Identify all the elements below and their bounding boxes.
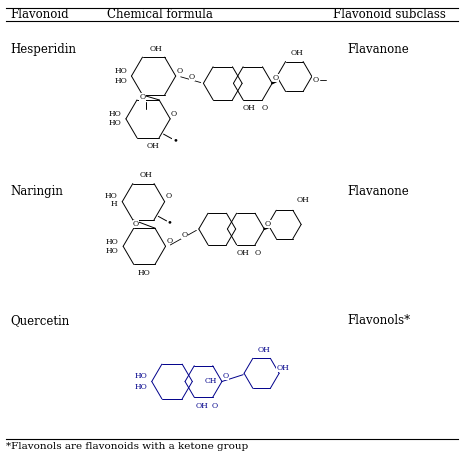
Text: O: O bbox=[133, 220, 139, 228]
Text: O: O bbox=[165, 192, 172, 200]
Text: OH: OH bbox=[237, 249, 249, 257]
Text: HO: HO bbox=[109, 110, 121, 118]
Text: OH: OH bbox=[195, 402, 208, 409]
Text: Quercetin: Quercetin bbox=[10, 315, 70, 327]
Text: O: O bbox=[265, 219, 271, 228]
Text: *Flavonols are flavonoids with a ketone group: *Flavonols are flavonoids with a ketone … bbox=[6, 442, 248, 451]
Text: HO: HO bbox=[106, 247, 118, 255]
Text: OH: OH bbox=[243, 104, 255, 112]
Text: O: O bbox=[176, 67, 182, 76]
Text: •: • bbox=[172, 136, 178, 146]
Text: O: O bbox=[312, 76, 319, 84]
Text: HO: HO bbox=[109, 120, 121, 127]
Text: OH: OH bbox=[139, 171, 152, 179]
Text: Hesperidin: Hesperidin bbox=[10, 43, 77, 56]
Text: HO: HO bbox=[135, 383, 147, 391]
Text: Naringin: Naringin bbox=[10, 185, 64, 198]
Text: O: O bbox=[254, 249, 260, 257]
Text: CH: CH bbox=[205, 376, 217, 385]
Text: O: O bbox=[223, 372, 228, 380]
Text: O: O bbox=[189, 73, 195, 82]
Text: O: O bbox=[166, 237, 173, 245]
Text: O: O bbox=[261, 104, 267, 112]
Text: Flavonoid: Flavonoid bbox=[10, 8, 69, 21]
Text: HO: HO bbox=[135, 372, 147, 380]
Text: OH: OH bbox=[297, 196, 310, 204]
Text: OH: OH bbox=[276, 364, 289, 372]
Text: Flavonols*: Flavonols* bbox=[347, 315, 410, 327]
Text: O: O bbox=[171, 110, 177, 118]
Text: OH: OH bbox=[257, 346, 270, 354]
Text: HO: HO bbox=[106, 238, 118, 246]
Text: •: • bbox=[167, 218, 173, 228]
Text: OH: OH bbox=[146, 142, 159, 150]
Text: HO: HO bbox=[138, 269, 151, 277]
Text: H: H bbox=[111, 200, 118, 208]
Text: HO: HO bbox=[114, 76, 127, 85]
Text: Chemical formula: Chemical formula bbox=[108, 8, 213, 21]
Text: HO: HO bbox=[105, 192, 118, 200]
Text: OH: OH bbox=[149, 45, 162, 53]
Text: OH: OH bbox=[290, 49, 303, 57]
Text: O: O bbox=[182, 231, 188, 240]
Text: Flavanone: Flavanone bbox=[347, 185, 409, 198]
Text: O: O bbox=[211, 402, 218, 409]
Text: O: O bbox=[139, 93, 146, 101]
Text: O: O bbox=[273, 74, 279, 82]
Text: Flavanone: Flavanone bbox=[347, 43, 409, 56]
Text: HO: HO bbox=[114, 67, 127, 76]
Text: Flavonoid subclass: Flavonoid subclass bbox=[333, 8, 447, 21]
